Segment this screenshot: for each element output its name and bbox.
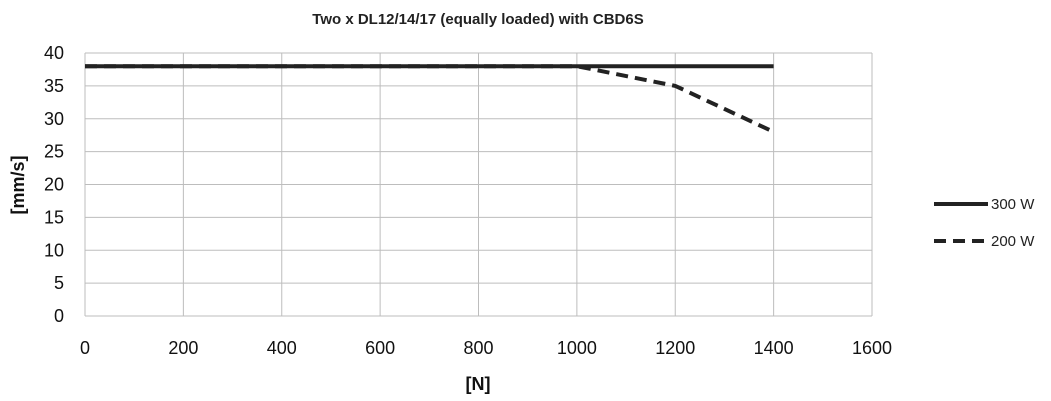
legend: 300 W 200 W bbox=[934, 196, 1035, 250]
y-tick-label: 30 bbox=[44, 109, 64, 129]
x-tick-label: 600 bbox=[365, 338, 395, 358]
x-tick-label: 400 bbox=[267, 338, 297, 358]
y-tick-label: 40 bbox=[44, 43, 64, 63]
y-tick-label: 25 bbox=[44, 142, 64, 162]
grid bbox=[84, 52, 873, 317]
y-tick-label: 5 bbox=[54, 273, 64, 293]
series-line-200-w bbox=[85, 64, 775, 134]
x-tick-label: 800 bbox=[463, 338, 493, 358]
x-tick-label: 1600 bbox=[852, 338, 892, 358]
x-axis-title: [N] bbox=[466, 374, 491, 394]
x-tick-label: 1200 bbox=[655, 338, 695, 358]
y-tick-label: 15 bbox=[44, 207, 64, 227]
x-tick-label: 1000 bbox=[557, 338, 597, 358]
legend-label: 300 W bbox=[991, 196, 1035, 213]
legend-label: 200 W bbox=[991, 233, 1035, 250]
y-axis-ticks: 0 5 10 15 20 25 30 35 40 bbox=[44, 43, 64, 326]
y-axis-title: [mm/s] bbox=[8, 155, 28, 214]
x-tick-label: 1400 bbox=[754, 338, 794, 358]
y-tick-label: 20 bbox=[44, 175, 64, 195]
y-tick-label: 10 bbox=[44, 240, 64, 260]
x-axis-ticks: 0 200 400 600 800 1000 1200 1400 1600 bbox=[80, 338, 892, 358]
y-tick-label: 35 bbox=[44, 76, 64, 96]
chart-title: Two x DL12/14/17 (equally loaded) with C… bbox=[312, 11, 643, 28]
series-lines bbox=[85, 64, 775, 134]
y-tick-label: 0 bbox=[54, 306, 64, 326]
x-tick-label: 0 bbox=[80, 338, 90, 358]
x-tick-label: 200 bbox=[168, 338, 198, 358]
